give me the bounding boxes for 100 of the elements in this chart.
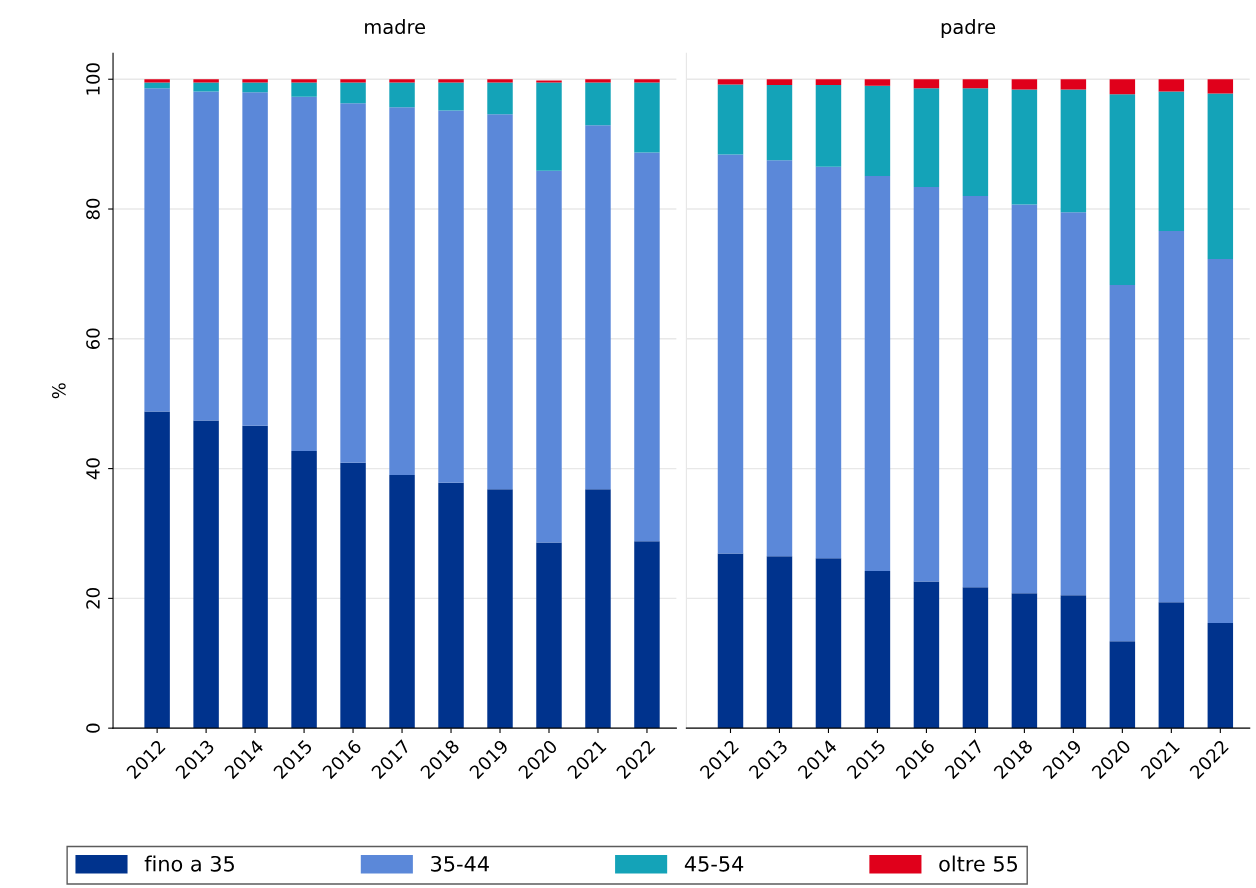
bar: [242, 79, 268, 83]
bar: [913, 186, 940, 582]
bar: [242, 82, 268, 93]
bar: [193, 82, 219, 92]
bar: [1207, 258, 1234, 624]
bar: [1158, 231, 1185, 603]
bar: [717, 84, 744, 155]
bar: [487, 114, 513, 490]
bar: [766, 160, 793, 557]
bar: [864, 85, 891, 176]
bar: [815, 558, 842, 729]
bar: [291, 79, 317, 83]
bar: [1207, 93, 1234, 259]
bar: [438, 482, 464, 729]
bar: [717, 154, 744, 554]
bar: [1011, 593, 1038, 729]
bar: [766, 556, 793, 729]
bar: [536, 542, 562, 729]
bar: [340, 79, 366, 83]
bar: [1109, 641, 1136, 729]
bar: [438, 110, 464, 483]
bar: [291, 451, 317, 729]
bar: [1060, 212, 1087, 596]
bar: [1060, 595, 1087, 729]
y-tick-label: 20: [86, 588, 100, 609]
bar: [864, 175, 891, 572]
bar: [1109, 79, 1136, 95]
bar: [962, 79, 989, 89]
y-tick-label: 40: [86, 458, 100, 480]
bar: [1011, 89, 1038, 205]
y-axis-title: %: [52, 383, 66, 399]
bar: [864, 571, 891, 729]
bar: [717, 79, 744, 85]
bar: [487, 82, 513, 115]
legend-label: oltre 55: [939, 855, 1018, 872]
bar: [536, 82, 562, 171]
bar: [438, 79, 464, 83]
bar: [1109, 284, 1136, 642]
bar: [536, 170, 562, 543]
bar: [193, 79, 219, 83]
bar: [634, 79, 660, 83]
bar: [1158, 91, 1185, 232]
bar: [389, 107, 415, 476]
bar: [144, 88, 170, 412]
bar: [389, 475, 415, 729]
bar: [242, 92, 268, 426]
bar: [766, 85, 793, 161]
bar: [340, 462, 366, 729]
bar: [1158, 602, 1185, 729]
bar: [291, 96, 317, 452]
bar: [1060, 79, 1087, 90]
bar: [389, 79, 415, 83]
y-tick-label: 0: [86, 723, 100, 733]
bar: [634, 541, 660, 729]
bar: [144, 82, 170, 89]
bar: [962, 196, 989, 588]
y-tick-label: 100: [86, 63, 100, 95]
bar: [1207, 79, 1234, 94]
bar: [1011, 204, 1038, 594]
bar: [1060, 89, 1087, 213]
bar: [487, 79, 513, 83]
bar: [487, 489, 513, 729]
bar: [585, 79, 611, 83]
bar: [717, 553, 744, 729]
y-tick-label: 60: [86, 328, 100, 350]
bar: [340, 82, 366, 104]
y-tick-label: 80: [86, 198, 100, 220]
bar: [291, 82, 317, 97]
legend-label: 35-44: [431, 855, 489, 872]
bar: [193, 91, 219, 421]
bar: [815, 79, 842, 86]
bar: [962, 587, 989, 729]
bar: [815, 85, 842, 167]
bar: [864, 79, 891, 86]
bar: [1011, 79, 1038, 90]
bar: [913, 581, 940, 729]
bar: [144, 79, 170, 83]
bar: [634, 152, 660, 542]
bar: [815, 166, 842, 559]
bar: [193, 420, 219, 729]
legend-label: fino a 35: [144, 855, 234, 872]
bar: [389, 82, 415, 108]
bar: [913, 79, 940, 89]
bar: [438, 82, 464, 111]
chart-title: madre: [365, 19, 426, 35]
legend-label: 45-54: [684, 856, 744, 872]
bar: [242, 425, 268, 729]
bar: [585, 82, 611, 126]
bar: [766, 79, 793, 86]
bar: [913, 88, 940, 187]
bar: [962, 88, 989, 197]
bar: [340, 103, 366, 463]
bar: [1158, 79, 1185, 92]
bar: [585, 489, 611, 729]
chart-title: padre: [941, 19, 996, 38]
bar: [144, 411, 170, 729]
bar: [1207, 623, 1234, 729]
bar: [1109, 94, 1136, 285]
bar: [634, 82, 660, 153]
bar: [585, 125, 611, 490]
